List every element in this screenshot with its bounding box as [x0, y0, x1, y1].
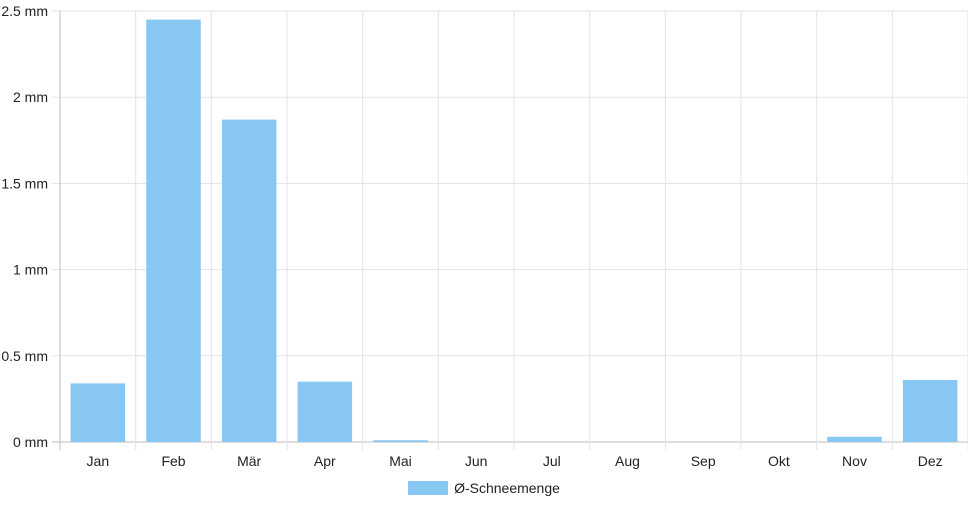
- x-tick-label: Sep: [691, 453, 716, 469]
- axes: 0 mm 0.5 mm 1 mm 1.5 mm 2 mm 2.5 mm Jan Feb Mär A…: [1, 3, 942, 469]
- x-tick-label: Apr: [314, 453, 336, 469]
- legend-label: Ø-Schneemenge: [454, 480, 560, 496]
- grid: [52, 10, 968, 450]
- y-tick-label: 2 mm: [13, 89, 48, 105]
- x-tick-label: Mai: [389, 453, 412, 469]
- x-tick-label: Jun: [465, 453, 488, 469]
- y-tick-label: 1.5 mm: [1, 175, 48, 191]
- x-tick-label: Aug: [615, 453, 640, 469]
- x-tick-label: Okt: [768, 453, 790, 469]
- bar-dez: [902, 379, 958, 442]
- bar-jan: [70, 383, 126, 442]
- y-tick-label: 0.5 mm: [1, 348, 48, 364]
- y-tick-label: 0 mm: [13, 434, 48, 450]
- x-tick-label: Mär: [237, 453, 261, 469]
- bar-mär: [221, 119, 277, 442]
- bar-apr: [297, 381, 353, 442]
- bars: [70, 19, 958, 443]
- x-tick-label: Feb: [161, 453, 185, 469]
- x-tick-label: Jan: [87, 453, 110, 469]
- bar-nov: [827, 436, 882, 442]
- y-tick-label: 2.5 mm: [1, 3, 48, 19]
- legend[interactable]: Ø-Schneemenge: [0, 480, 968, 496]
- x-tick-label: Nov: [842, 453, 867, 469]
- legend-swatch: [408, 481, 449, 495]
- x-tick-label: Dez: [918, 453, 943, 469]
- x-tick-label: Jul: [543, 453, 561, 469]
- y-tick-label: 1 mm: [13, 262, 48, 278]
- bar-feb: [146, 19, 201, 443]
- bar-mai: [373, 440, 428, 442]
